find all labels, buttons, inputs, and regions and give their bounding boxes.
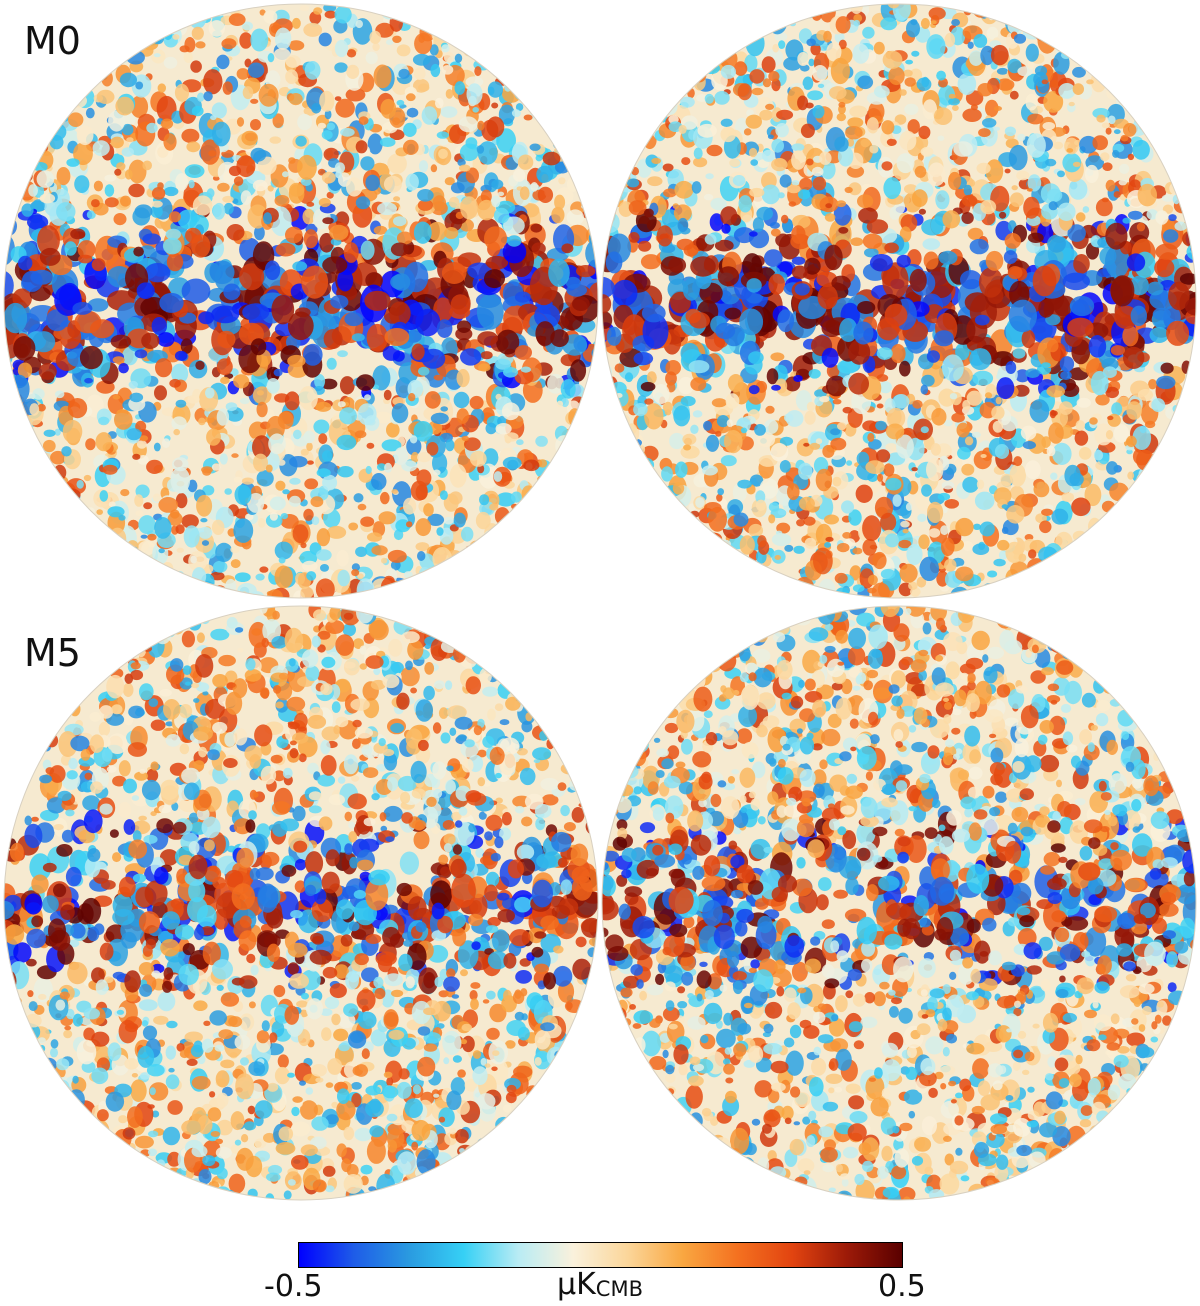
sphere-map-m5-left xyxy=(3,605,599,1201)
sphere-map-m5-right xyxy=(601,605,1197,1201)
colorbar-unit-label: μKCMB xyxy=(520,1270,680,1300)
colorbar xyxy=(298,1242,903,1268)
sphere-map-m0-right xyxy=(601,3,1197,599)
colorbar-max-label: 0.5 xyxy=(878,1269,926,1304)
panel-label-m5: M5 xyxy=(24,631,81,675)
panel-label-m0: M0 xyxy=(24,19,81,63)
colorbar-unit-prefix: μK xyxy=(557,1267,596,1302)
sphere-map-m0-left xyxy=(3,3,599,599)
colorbar-min-label: -0.5 xyxy=(264,1269,323,1304)
colorbar-unit-sub: CMB xyxy=(595,1277,643,1301)
